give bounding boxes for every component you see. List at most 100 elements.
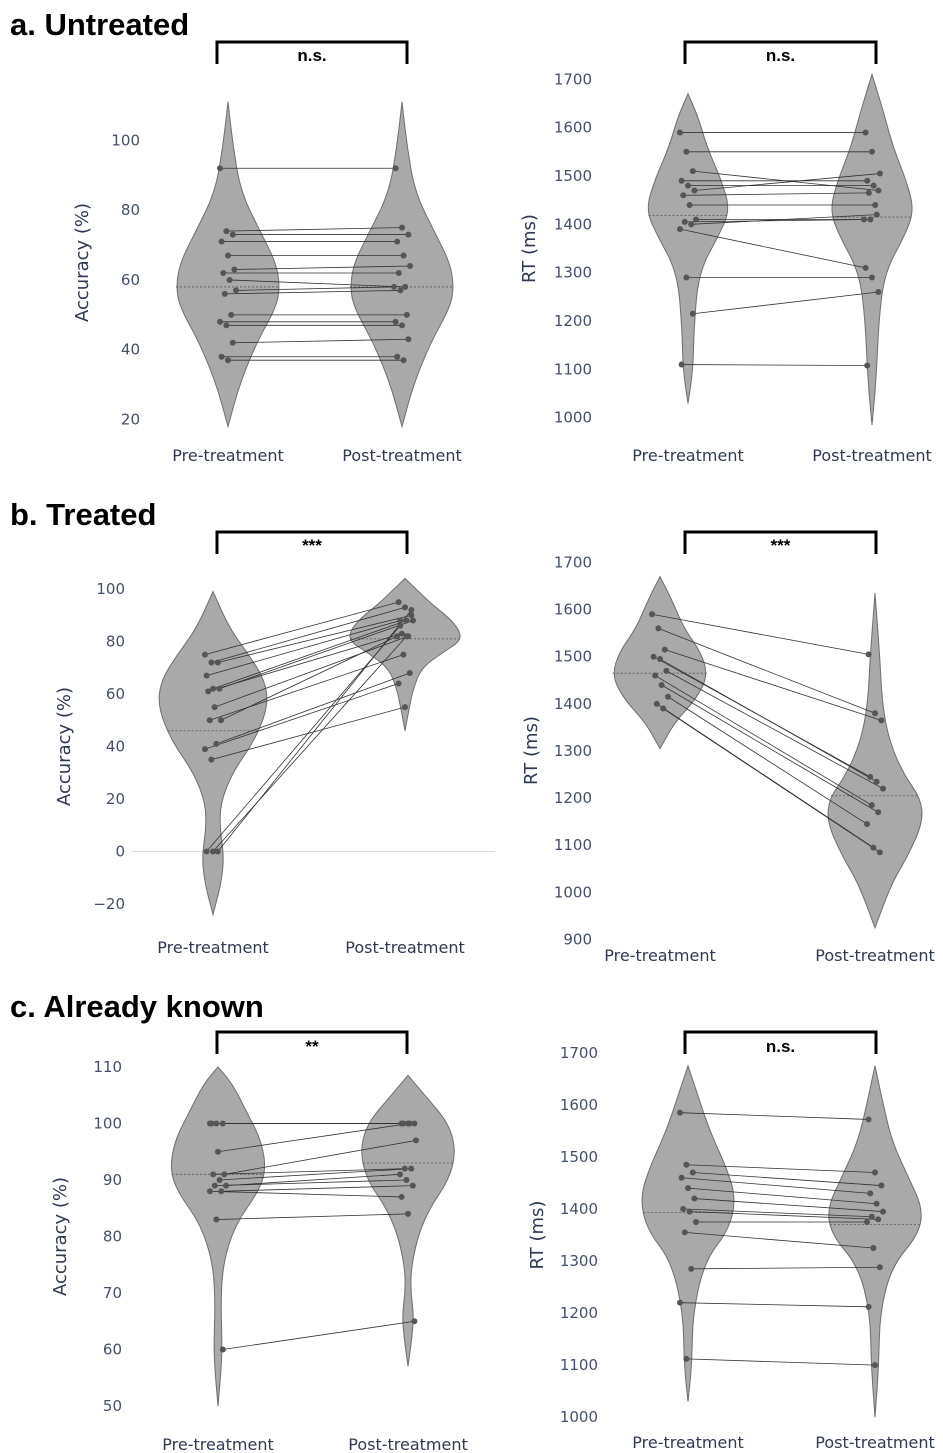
data-point-pre (678, 177, 685, 184)
data-point-post (399, 224, 405, 231)
data-point-post (413, 1137, 419, 1144)
y-tick-label: 1100 (554, 360, 592, 378)
y-tick-label: 1000 (554, 883, 592, 901)
data-point-post (408, 612, 415, 619)
x-tick-label-post: Post-treatment (815, 1433, 935, 1452)
data-point-pre (216, 1176, 223, 1183)
pair-line (651, 613, 869, 655)
y-tick-label: 80 (103, 1228, 122, 1246)
data-point-pre (693, 216, 699, 223)
data-point-post (875, 187, 882, 194)
data-point-post (392, 165, 399, 172)
y-tick-label: 1200 (554, 789, 592, 807)
significance-bracket (215, 530, 409, 554)
significance-label: ** (305, 1037, 319, 1056)
data-point-post (400, 651, 407, 658)
data-point-post (865, 1116, 872, 1123)
data-point-pre (218, 1188, 225, 1195)
pair-line (206, 625, 401, 852)
data-point-pre (208, 1120, 215, 1127)
data-point-post (405, 1210, 411, 1217)
data-point-pre (678, 361, 685, 368)
y-tick-label: 1500 (560, 1148, 598, 1166)
data-point-post (392, 318, 399, 325)
data-point-pre (202, 651, 208, 658)
y-tick-label: 60 (103, 1341, 122, 1359)
y-tick-label: 40 (106, 738, 125, 756)
data-point-pre (211, 704, 218, 711)
pair-line (664, 649, 882, 721)
data-point-pre (663, 667, 670, 674)
x-tick-label-pre: Pre-treatment (172, 446, 283, 465)
data-point-pre (206, 717, 213, 724)
data-point-post (880, 785, 886, 792)
data-point-post (403, 617, 410, 624)
data-point-post (873, 1200, 880, 1207)
pair-line (661, 684, 879, 813)
data-point-pre (683, 1161, 690, 1168)
data-point-pre (203, 672, 210, 679)
data-point-post (867, 773, 874, 780)
data-point-post (867, 1190, 874, 1197)
data-point-pre (221, 290, 228, 297)
y-tick-label: 1700 (560, 1044, 598, 1062)
pair-line (667, 696, 868, 825)
data-point-pre (683, 1355, 690, 1362)
data-point-post (862, 129, 869, 136)
y-tick-label: 40 (121, 341, 140, 359)
data-point-pre (208, 756, 215, 763)
pair-line (232, 338, 409, 344)
data-point-pre (208, 659, 215, 666)
x-tick-label-post: Post-treatment (345, 938, 465, 957)
data-point-pre (689, 310, 696, 317)
chart-a-accuracy: 20 40 60 80 100 Accuracy (%) Pre-treatment Post… (72, 40, 462, 465)
data-point-post (400, 252, 407, 259)
data-point-post (406, 1120, 413, 1127)
y-tick-label: 1700 (554, 553, 592, 571)
significance-label: n.s. (297, 46, 326, 65)
data-point-pre (228, 311, 235, 318)
data-point-pre (683, 148, 690, 155)
data-point-post (398, 1193, 405, 1200)
data-point-post (400, 1120, 407, 1127)
violin-pre (647, 92, 729, 404)
x-tick-label-post: Post-treatment (812, 446, 932, 465)
pair-line (694, 1198, 884, 1212)
pair-line (211, 606, 406, 663)
pair-line (217, 614, 412, 663)
pair-line (658, 628, 876, 714)
pair-line (219, 1168, 412, 1181)
data-point-post (398, 630, 405, 637)
data-point-post (869, 274, 875, 281)
pair-line (679, 1112, 869, 1120)
data-point-pre (220, 269, 227, 276)
data-point-post (872, 201, 879, 208)
data-point-pre (655, 625, 662, 632)
violin-pre (176, 101, 280, 429)
data-point-pre (660, 705, 667, 712)
violin-pre (641, 1064, 735, 1402)
chart-c-accuracy: 50 60 70 80 90 100 110 Accuracy (%) Pre-treatmen… (50, 1030, 468, 1453)
y-tick-label: 1600 (560, 1096, 598, 1114)
violin-pre (170, 1066, 266, 1407)
data-point-post (401, 1165, 408, 1172)
x-tick-label-pre: Pre-treatment (162, 1435, 273, 1453)
significance-label: n.s. (766, 1037, 795, 1056)
pair-line (235, 286, 395, 291)
pair-line (204, 601, 399, 656)
pair-line (691, 214, 877, 225)
y-tick-label: 100 (96, 580, 125, 598)
data-point-pre (657, 656, 663, 663)
data-point-pre (231, 266, 238, 273)
y-tick-label: 1600 (554, 601, 592, 619)
y-tick-label: 80 (121, 201, 140, 219)
data-point-post (408, 1165, 415, 1172)
x-tick-label-post: Post-treatment (348, 1435, 468, 1453)
data-point-pre (217, 165, 223, 172)
pair-line (209, 1190, 402, 1198)
significance-label: *** (302, 536, 322, 555)
data-point-pre (203, 848, 210, 855)
y-tick-label: 70 (103, 1284, 122, 1302)
data-point-pre (229, 231, 236, 238)
